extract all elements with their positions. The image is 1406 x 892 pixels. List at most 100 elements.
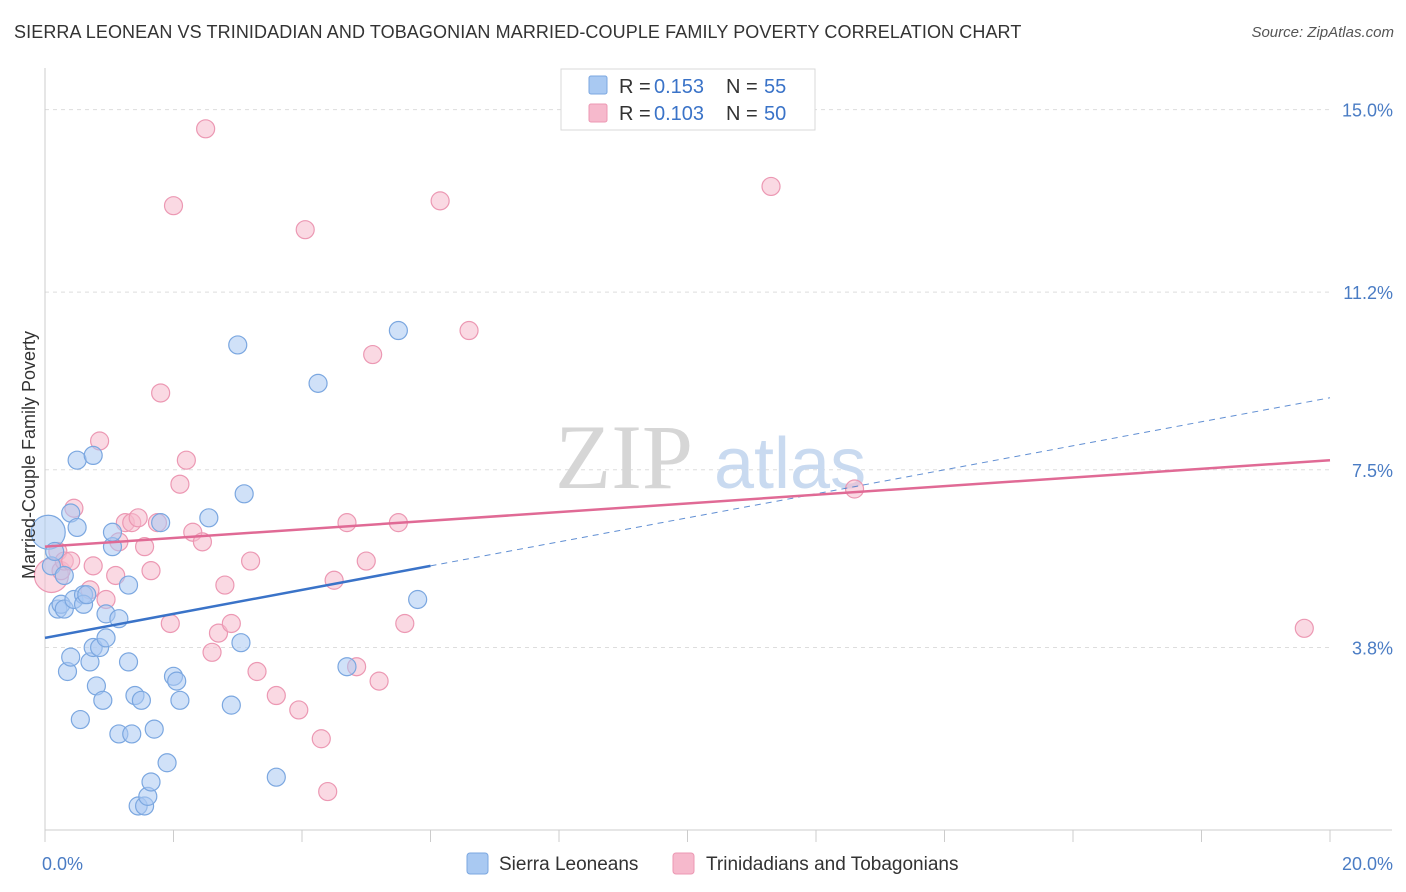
data-point — [761, 176, 781, 197]
data-point — [221, 613, 241, 634]
data-point — [311, 729, 331, 749]
bottom-legend-pink-label: Trinidadians and Tobagonians — [706, 854, 958, 875]
data-point — [151, 513, 171, 533]
blue-trend-line — [44, 564, 431, 640]
data-point — [337, 513, 357, 533]
data-point — [61, 647, 81, 667]
bottom-legend: Sierra Leoneans Trinidadians and Tobagon… — [466, 852, 958, 875]
data-point — [170, 474, 190, 494]
data-point — [356, 551, 376, 571]
data-point — [106, 565, 126, 586]
legend-pink-r-label: R = — [619, 103, 651, 125]
legend-pink-n-label: N = — [726, 103, 758, 125]
data-point — [266, 767, 286, 787]
data-point — [67, 517, 87, 538]
legend-pink-r-value: 0.103 — [654, 103, 704, 125]
axes — [44, 68, 1392, 842]
data-point — [131, 690, 151, 710]
data-point — [176, 450, 196, 470]
data-point — [167, 671, 187, 691]
data-point — [160, 613, 180, 634]
data-point — [196, 119, 216, 139]
bottom-legend-blue-label: Sierra Leoneans — [499, 854, 638, 875]
y-tick-label: 15.0% — [1342, 101, 1393, 121]
legend-blue-swatch — [588, 75, 608, 95]
data-point — [231, 633, 251, 653]
data-point — [221, 695, 241, 715]
watermark-atlas: atlas — [714, 424, 866, 504]
data-point — [157, 753, 177, 773]
data-point — [163, 196, 184, 216]
data-point — [54, 565, 74, 586]
data-point — [247, 661, 267, 682]
data-point — [1294, 618, 1314, 638]
data-point — [202, 642, 222, 662]
grid-lines — [45, 109, 1330, 649]
data-point — [430, 191, 450, 211]
data-point — [199, 508, 219, 528]
legend-blue-n-label: N = — [726, 76, 758, 98]
data-point — [234, 484, 254, 504]
data-point — [118, 575, 139, 595]
data-point — [208, 623, 229, 643]
y-tick-labels: 3.8% 7.5% 11.2% 15.0% — [1342, 101, 1393, 659]
data-point — [266, 685, 286, 706]
legend-box: R = 0.153 N = 55 R = 0.103 N = 50 — [560, 68, 816, 131]
data-point — [324, 570, 344, 590]
data-point — [67, 450, 87, 470]
data-point — [408, 589, 428, 610]
data-point — [295, 220, 315, 240]
data-point — [241, 551, 261, 571]
data-point — [459, 320, 479, 341]
data-point — [318, 781, 338, 802]
data-point — [369, 671, 389, 691]
source-credit: Source: ZipAtlas.com — [1251, 24, 1394, 41]
data-point — [70, 709, 90, 730]
data-point — [141, 772, 161, 792]
bottom-legend-blue-swatch — [466, 852, 489, 875]
data-point — [77, 585, 97, 605]
data-point — [128, 508, 148, 528]
legend-pink-n-value: 50 — [764, 103, 786, 125]
data-point — [93, 690, 113, 710]
data-point — [395, 613, 415, 634]
pink-trend-line — [44, 458, 1331, 548]
data-point — [363, 344, 383, 365]
data-point — [388, 320, 408, 341]
data-point — [122, 724, 142, 744]
x-tick-label: 0.0% — [42, 854, 83, 874]
data-point — [215, 575, 235, 595]
data-point — [844, 479, 865, 499]
bottom-legend-pink-swatch — [672, 852, 695, 875]
data-point — [96, 628, 116, 648]
data-point — [337, 657, 357, 677]
y-tick-label: 7.5% — [1352, 461, 1393, 481]
data-point — [151, 383, 171, 403]
x-tick-label: 20.0% — [1342, 854, 1393, 874]
legend-blue-n-value: 55 — [764, 76, 786, 98]
data-point — [141, 561, 161, 581]
data-point — [144, 719, 164, 739]
y-tick-label: 3.8% — [1352, 639, 1393, 659]
data-point — [228, 335, 248, 355]
chart-title: SIERRA LEONEAN VS TRINIDADIAN AND TOBAGO… — [14, 22, 1022, 42]
legend-blue-r-label: R = — [619, 76, 651, 98]
watermark-zip: ZIP — [555, 406, 693, 508]
data-point — [102, 522, 123, 542]
data-point — [308, 373, 328, 393]
data-point — [170, 690, 190, 710]
legend-blue-r-value: 0.153 — [654, 76, 704, 98]
data-point — [289, 700, 309, 720]
y-axis-title: Married-Couple Family Poverty — [19, 331, 39, 579]
data-point — [134, 537, 155, 557]
blue-trend-extension — [430, 397, 1331, 567]
y-tick-label: 11.2% — [1343, 283, 1393, 303]
watermark: ZIP atlas — [555, 406, 866, 508]
legend-pink-swatch — [588, 103, 608, 123]
x-tick-labels: 0.0% 20.0% — [42, 854, 1393, 874]
trend-lines — [44, 397, 1331, 640]
data-point — [83, 445, 103, 466]
data-point — [83, 556, 103, 576]
data-point — [118, 652, 139, 672]
